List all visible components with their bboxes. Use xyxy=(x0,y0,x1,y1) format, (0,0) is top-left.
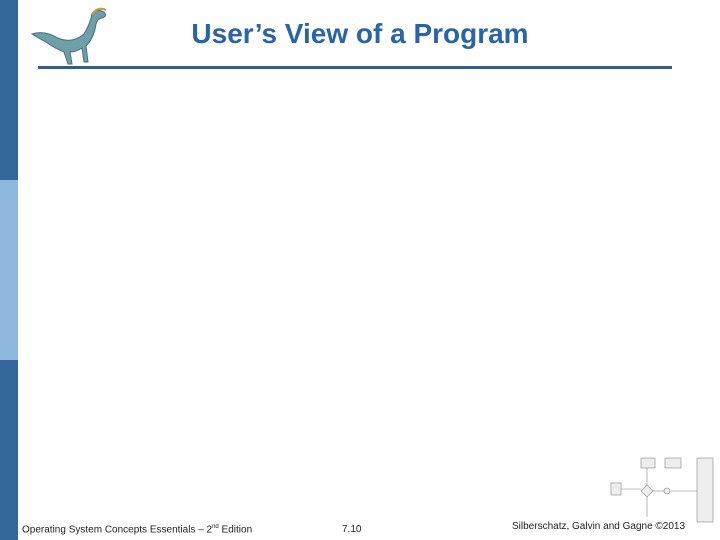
footer-right: Silberschatz, Galvin and Gagne ©2013 xyxy=(512,521,686,532)
side-bar xyxy=(0,180,18,360)
diagram-thumbnail xyxy=(610,457,714,523)
footer-text: Operating System Concepts Essentials – 2 xyxy=(22,524,213,536)
footer-sup: nd xyxy=(212,524,219,530)
slide-title: User’s View of a Program xyxy=(191,18,529,49)
side-bar xyxy=(0,0,18,180)
page-number: 7.10 xyxy=(342,524,362,535)
footer-text: Edition xyxy=(218,524,253,536)
title-rule xyxy=(38,66,672,69)
dinosaur-logo xyxy=(30,7,107,65)
footer-left: Operating System Concepts Essentials – 2… xyxy=(22,524,252,535)
side-bar xyxy=(0,360,18,540)
